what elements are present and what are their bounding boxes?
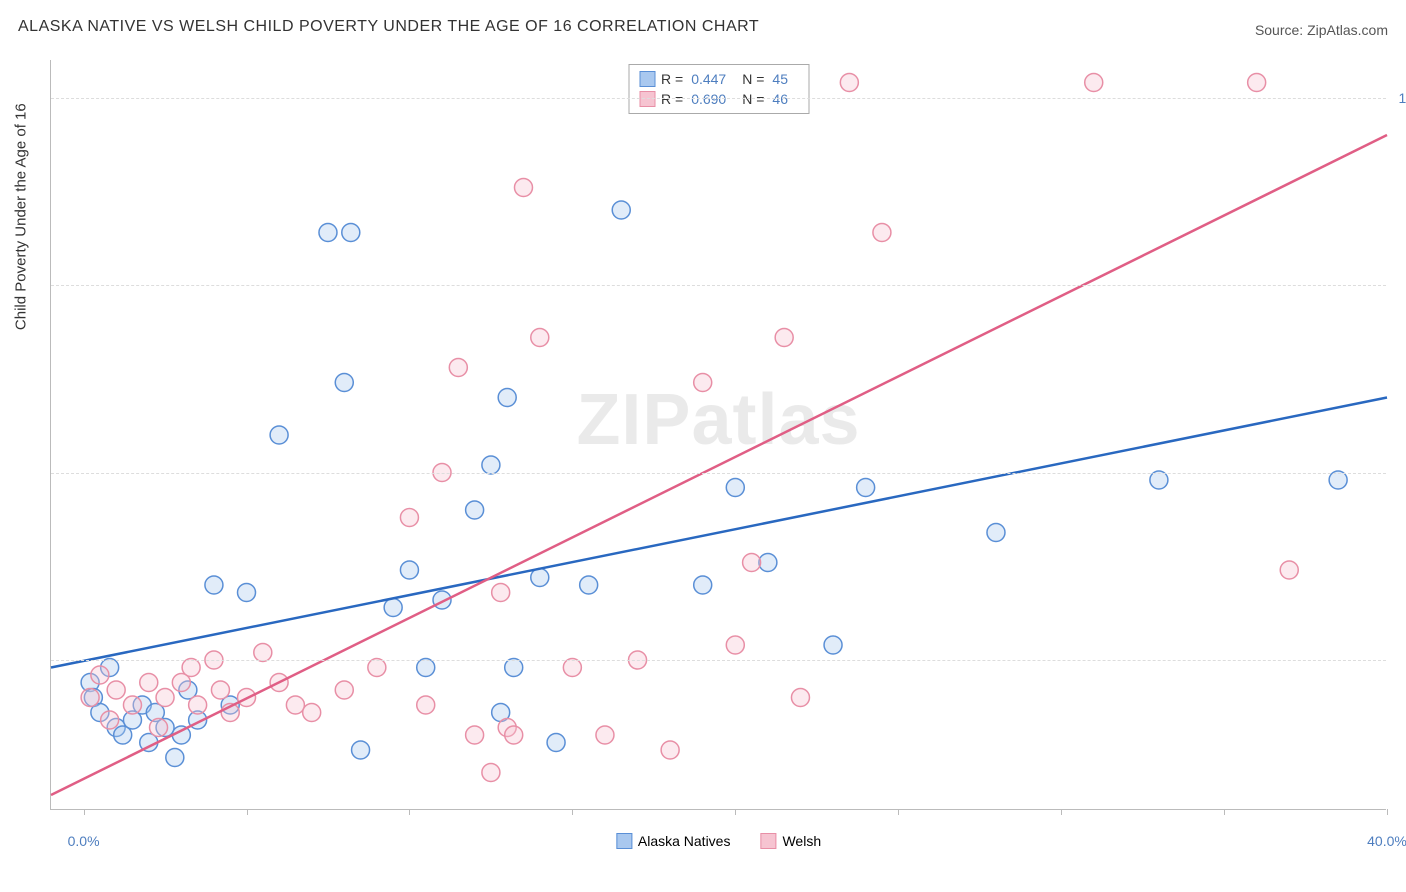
data-point [840,74,858,92]
source-prefix: Source: [1255,22,1307,38]
series-legend-welsh: Welsh [760,833,821,849]
data-point [531,329,549,347]
data-point [987,524,1005,542]
data-point [482,764,500,782]
data-point [384,599,402,617]
source-attribution: Source: ZipAtlas.com [1255,22,1388,38]
chart-title: ALASKA NATIVE VS WELSH CHILD POVERTY UND… [18,18,759,36]
series-legend: Alaska Natives Welsh [616,833,821,849]
data-point [342,224,360,242]
data-point [857,479,875,497]
data-point [661,741,679,759]
data-point [1150,471,1168,489]
data-point [286,696,304,714]
data-point [123,696,141,714]
trend-line [51,135,1387,795]
data-point [726,636,744,654]
data-point [101,711,119,729]
data-point [694,374,712,392]
data-point [596,726,614,744]
data-point [189,696,207,714]
data-point [791,689,809,707]
data-point [238,584,256,602]
data-point [335,681,353,699]
data-point [1280,561,1298,579]
data-point [166,749,184,767]
data-point [335,374,353,392]
data-point [254,644,272,662]
data-point [505,726,523,744]
data-point [400,509,418,527]
data-point [759,554,777,572]
series-swatch-alaska [616,833,632,849]
x-tick-label: 40.0% [1367,833,1406,849]
data-point [91,666,109,684]
data-point [1329,471,1347,489]
data-point [547,734,565,752]
data-point [368,659,386,677]
data-point [156,689,174,707]
data-point [726,479,744,497]
series-label-welsh: Welsh [782,833,821,849]
data-point [81,689,99,707]
data-point [873,224,891,242]
y-axis-label: Child Poverty Under the Age of 16 [13,103,30,330]
series-label-alaska: Alaska Natives [638,833,731,849]
data-point [466,501,484,519]
data-point [514,179,532,197]
data-point [400,561,418,579]
data-point [107,681,125,699]
data-point [505,659,523,677]
data-point [303,704,321,722]
data-point [612,201,630,219]
data-point [1085,74,1103,92]
data-point [563,659,581,677]
data-point [319,224,337,242]
data-point [270,426,288,444]
chart-container: ALASKA NATIVE VS WELSH CHILD POVERTY UND… [0,0,1406,892]
data-point [743,554,761,572]
trend-line [51,398,1387,668]
data-point [182,659,200,677]
data-point [492,584,510,602]
data-point [150,719,168,737]
data-point [417,659,435,677]
series-legend-alaska: Alaska Natives [616,833,731,849]
data-point [205,576,223,594]
x-tick-label: 0.0% [68,833,100,849]
chart-svg [51,60,1386,809]
y-tick-label: 100.0% [1399,90,1406,106]
data-point [449,359,467,377]
data-point [824,636,842,654]
data-point [140,674,158,692]
data-point [498,389,516,407]
series-swatch-welsh [760,833,776,849]
data-point [482,456,500,474]
source-name: ZipAtlas.com [1307,22,1388,38]
data-point [211,681,229,699]
data-point [417,696,435,714]
data-point [1248,74,1266,92]
data-point [580,576,598,594]
data-point [694,576,712,594]
data-point [352,741,370,759]
data-point [466,726,484,744]
plot-area: Child Poverty Under the Age of 16 ZIPatl… [50,60,1386,810]
data-point [775,329,793,347]
